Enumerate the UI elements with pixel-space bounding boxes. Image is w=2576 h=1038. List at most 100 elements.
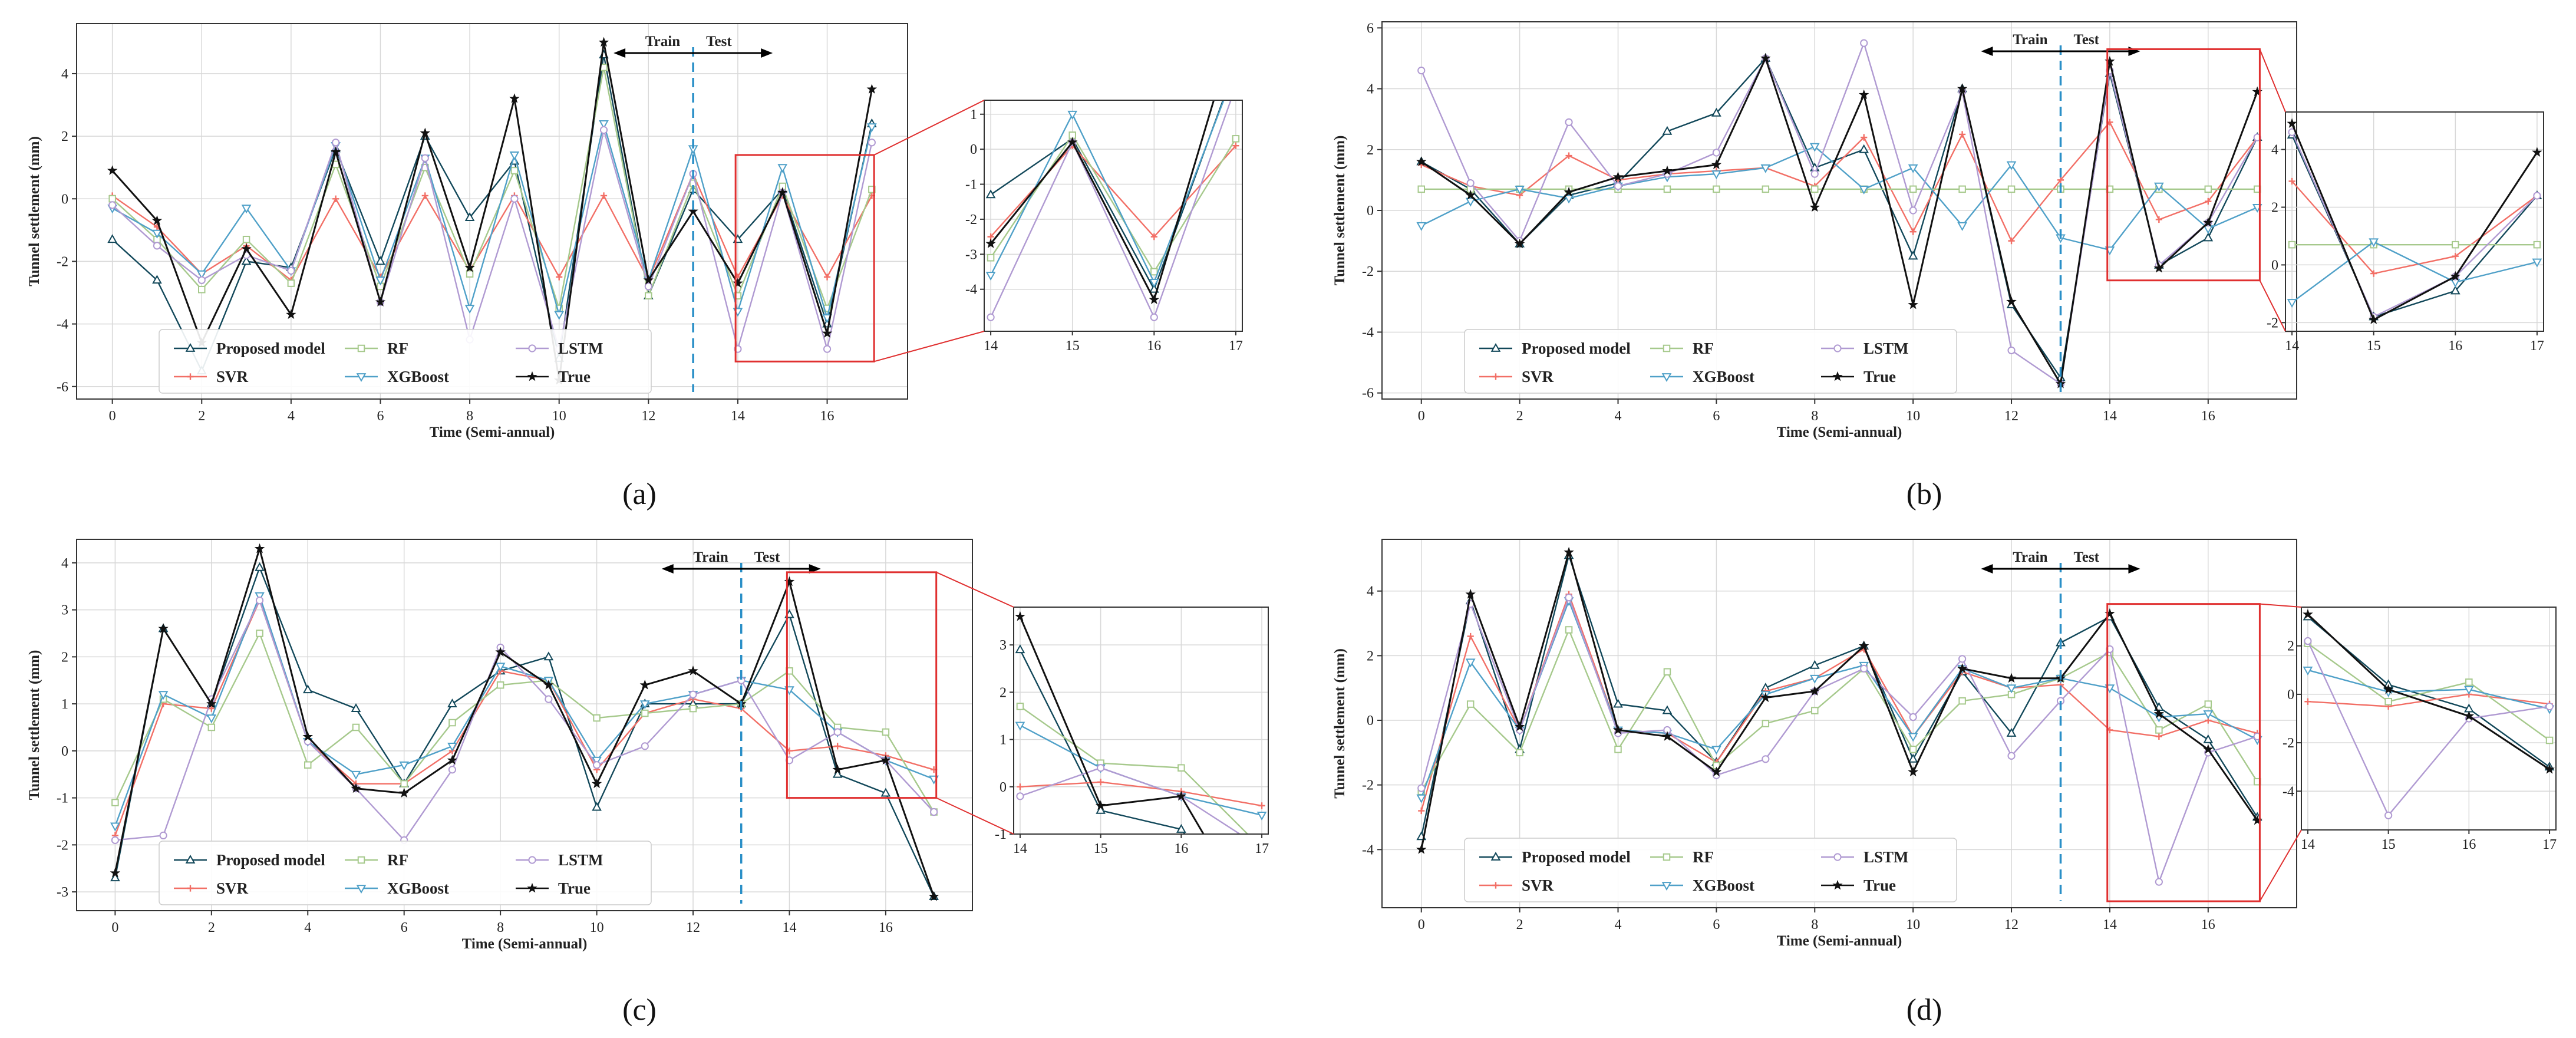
data-point-marker [1490,851,1501,861]
train-label: Train [645,34,680,50]
chart-panel: Train Test 0 2 4 6 8 10 12 14 16 -6 -4 -2 0 2 4 6 Time (Se… [1332,21,2544,511]
panel-label: (b) [1907,477,1942,511]
data-point-marker [375,256,385,265]
data-point-marker [834,743,841,750]
x-tick-label: 2 [1516,917,1523,932]
data-point-marker [509,151,520,160]
data-point-marker [1760,164,1771,173]
y-tick-label: 4 [1367,82,1374,97]
x-tick-label: 2 [1516,408,1523,424]
data-point-marker [1909,713,1917,721]
data-point-marker [1811,185,1819,193]
y-tick-label: -3 [57,885,68,900]
zoom-connector-line [2260,603,2302,608]
data-point-marker [1957,663,1968,673]
series-line [1020,781,1262,807]
panel-label: (d) [1907,993,1942,1027]
x-tick-label: 16 [1174,841,1188,856]
data-point-marker [332,195,339,202]
data-point-marker [206,714,217,724]
y-tick-label: 4 [1367,584,1374,599]
series-line [990,100,1232,319]
zoom-region-box [2106,48,2261,282]
data-point-marker [2287,118,2297,128]
train-label: Train [2013,549,2047,565]
x-tick-label: 0 [111,920,118,935]
zoom-series-group [985,66,1240,321]
data-point-marker [823,345,832,353]
data-point-marker [643,275,654,285]
data-point-marker [1908,251,1918,260]
data-point-marker [421,192,428,199]
data-point-marker [987,254,995,262]
data-point-marker [599,120,609,129]
data-point-marker [833,728,842,736]
data-point-marker [153,242,161,250]
data-point-marker [351,770,361,780]
data-point-marker [1662,731,1673,741]
zoom-connector-line [2259,829,2302,902]
data-point-marker [152,229,162,239]
x-tick-label: 12 [686,920,700,935]
data-point-marker [777,187,788,197]
x-tick-label: 6 [401,920,408,935]
x-tick-label: 8 [1811,917,1818,932]
data-point-marker [241,205,252,214]
data-point-marker [1232,66,1239,73]
zoom-series-group [2287,118,2542,324]
zoom-series-group [1015,611,1267,834]
data-point-marker [2304,637,2312,645]
series-line [114,545,935,897]
y-tick-label: 0 [2287,687,2294,703]
data-point-marker [2154,182,2164,192]
x-tick-label: 14 [2103,408,2117,424]
data-point-marker [110,822,120,832]
data-point-marker [1711,159,1722,170]
series-line [111,42,873,381]
x-tick-label: 10 [590,920,604,935]
data-point-marker [1908,753,1918,763]
data-point-marker [527,882,537,893]
y-tick-label: 2 [2287,639,2294,654]
legend-entry: SVR [216,368,249,385]
data-point-marker [509,93,520,103]
legend-entry: RF [1693,340,1714,357]
data-point-marker [985,238,996,248]
data-point-marker [2203,232,2214,242]
data-point-marker [1516,749,1523,757]
x-tick-label: 15 [2382,837,2396,852]
data-point-marker [2369,238,2379,248]
y-tick-label: 0 [1367,713,1374,729]
data-point-marker [1096,805,1106,814]
data-point-marker [198,285,206,294]
legend-entry: LSTM [558,851,603,869]
data-point-marker [591,778,602,789]
data-point-marker [2464,686,2474,695]
x-tick-label: 16 [2462,837,2476,852]
data-point-marker [1565,152,1572,159]
y-tick-label: 2 [61,650,68,665]
data-point-marker [689,690,697,698]
data-point-marker [2155,726,2163,734]
data-point-marker [1015,644,1025,654]
data-point-marker [464,305,475,314]
data-point-marker [1515,185,1525,195]
y-tick-label: -4 [57,317,68,332]
data-point-marker [527,371,537,381]
data-point-marker [528,856,536,864]
data-point-marker [2532,147,2542,157]
data-point-marker [2203,744,2214,754]
data-point-marker [2288,177,2295,185]
data-point-marker [187,373,194,380]
data-point-marker [2007,346,2016,355]
series-line [990,144,1236,238]
x-tick-label: 17 [1229,338,1243,354]
y-tick-label: 0 [1000,780,1007,795]
data-point-marker [1711,107,1721,117]
plot-frame [76,23,908,400]
zoom-inset: 14 15 16 17 -4 -2 0 2 [2283,607,2557,852]
zoom-frame [2301,607,2557,831]
data-point-marker [2155,216,2162,223]
data-point-marker [1760,692,1771,703]
arrow-head-left [661,564,674,574]
